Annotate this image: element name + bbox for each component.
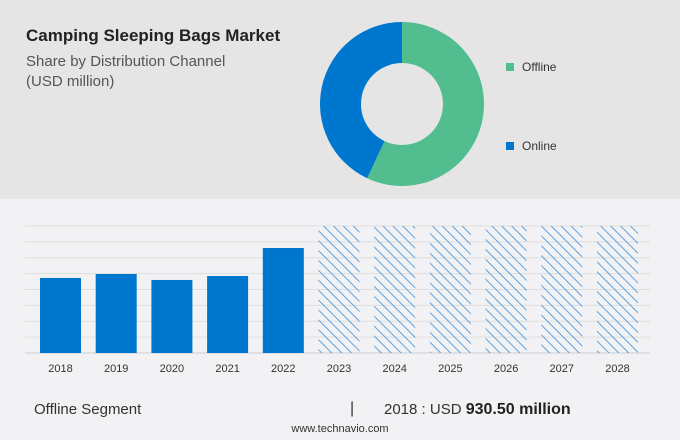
bar-2021: [207, 275, 249, 353]
segment-value: 2018 : USD 930.50 million: [384, 401, 571, 419]
x-tick-label: 2028: [605, 363, 629, 375]
x-tick-label: 2027: [550, 363, 574, 375]
chart-title: Camping Sleeping Bags Market: [26, 26, 281, 45]
segment-label: Offline Segment: [34, 401, 142, 418]
subtitle-line-2: (USD million): [26, 73, 115, 90]
legend-item-offline: Offline: [506, 60, 556, 74]
x-tick-label: 2026: [494, 363, 518, 375]
forecast-bar-2024: [374, 226, 416, 353]
forecast-bar-2026: [485, 226, 527, 353]
x-tick-label: 2024: [382, 363, 406, 375]
x-tick-label: 2021: [215, 363, 239, 375]
donut-chart: [320, 22, 484, 186]
bar-2022: [262, 248, 304, 353]
legend-label-online: Online: [522, 139, 557, 153]
forecast-bar-2027: [541, 226, 583, 353]
forecast-bar-2023: [318, 226, 360, 353]
bar-chart: 2018 2019 2020 2021 2022 2023 2024 2025 2026 2027…: [25, 225, 650, 375]
bar-2019: [95, 273, 137, 353]
bar-2020: [151, 279, 193, 353]
legend-swatch-offline: [506, 63, 514, 71]
chart-subtitle: Share by Distribution Channel (USD milli…: [26, 52, 286, 92]
x-tick-label: 2025: [438, 363, 462, 375]
x-tick-label: 2018: [48, 363, 72, 375]
year-label: 2018 : USD: [384, 401, 466, 418]
legend-swatch-online: [506, 142, 514, 150]
subtitle-line-1: Share by Distribution Channel: [26, 53, 226, 70]
donut-slice-offline: [367, 22, 484, 186]
forecast-bar-2025: [429, 226, 471, 353]
separator: |: [350, 400, 355, 417]
legend-item-online: Online: [506, 139, 557, 153]
x-tick-label: 2020: [160, 363, 184, 375]
value-text: 930.50 million: [465, 401, 571, 418]
x-tick-label: 2019: [104, 363, 128, 375]
bar-2018: [40, 277, 81, 353]
forecast-bar-2028: [597, 226, 638, 353]
x-tick-label: 2023: [327, 363, 351, 375]
legend-label-offline: Offline: [522, 60, 557, 74]
x-tick-label: 2022: [271, 363, 295, 375]
site-url: www.technavio.com: [291, 423, 389, 435]
donut-slice-online: [320, 22, 402, 179]
